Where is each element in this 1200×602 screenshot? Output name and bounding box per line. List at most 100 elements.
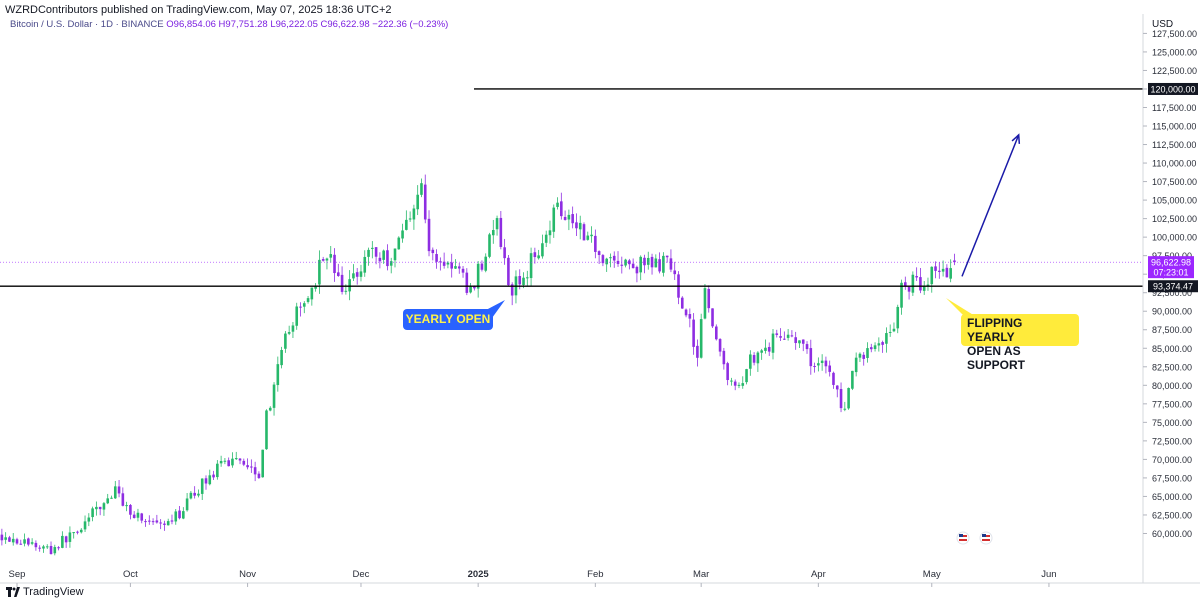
candle-body — [779, 336, 782, 338]
candle-body — [148, 520, 151, 522]
price-tick-label: 70,000.00 — [1152, 455, 1192, 465]
price-tick-label: 62,500.00 — [1152, 510, 1192, 520]
candle-body — [45, 546, 49, 548]
candle-body — [276, 364, 280, 386]
candle-body — [242, 460, 246, 465]
time-tick-label: Mar — [693, 569, 709, 580]
candle-body — [299, 306, 302, 308]
candle-body — [858, 353, 862, 358]
candle-body — [491, 230, 495, 236]
candle-body — [518, 276, 522, 285]
candle-body — [922, 286, 926, 291]
candle-body — [136, 512, 140, 518]
last-price-tag-label: 96,622.98 — [1151, 258, 1191, 268]
candle-body — [510, 284, 514, 296]
candle-body — [783, 338, 786, 340]
candle-body — [446, 262, 450, 265]
symbol-legend: Bitcoin / U.S. Dollar · 1D · BINANCE O96… — [10, 19, 448, 30]
candle-body — [892, 328, 896, 332]
candle-body — [673, 270, 677, 275]
candle-body — [597, 251, 601, 256]
time-tick-label: May — [923, 569, 941, 580]
candle-body — [420, 183, 423, 195]
candle-body — [352, 273, 355, 279]
candle-body — [680, 297, 684, 309]
candle-body — [98, 506, 102, 510]
candle-body — [711, 308, 714, 327]
publisher-line: WZRDContributors published on TradingVie… — [5, 4, 392, 16]
last-price-tag-bg — [1148, 256, 1194, 279]
us-flag-event-icon-stripe — [982, 539, 990, 541]
candle-body — [113, 486, 117, 499]
candle-body — [200, 478, 204, 494]
candle-body — [382, 250, 385, 260]
time-tick-label: Oct — [123, 569, 138, 580]
candle-body — [718, 339, 722, 352]
candle-body — [91, 508, 94, 518]
candle-body — [767, 346, 771, 352]
candle-body — [306, 298, 310, 302]
candle-body — [571, 214, 574, 224]
footer-bar: TradingView — [0, 585, 1200, 602]
candle-body — [193, 492, 196, 496]
candle-body — [435, 254, 438, 262]
candle-body — [945, 267, 949, 278]
candle-body — [794, 337, 797, 344]
candle-body — [560, 201, 563, 217]
candle-body — [775, 333, 779, 335]
annotation-layer — [486, 133, 1021, 545]
candle-body — [15, 539, 19, 544]
candle-body — [541, 243, 544, 257]
candle-body — [457, 266, 461, 269]
candle-body — [484, 256, 488, 271]
candle-body — [646, 257, 650, 265]
candle-body — [628, 260, 631, 265]
symbol-name: Bitcoin / U.S. Dollar · 1D · BINANCE — [10, 19, 164, 30]
price-axis[interactable]: 60,000.00 62,500.00 65,000.00 67,500.00 70,0… — [1142, 14, 1197, 583]
price-tick-label: 105,000.00 — [1152, 196, 1197, 206]
candle-body — [643, 257, 646, 266]
candle-body — [423, 184, 427, 220]
candle-body — [363, 256, 367, 273]
candle-body — [824, 360, 828, 367]
price-tick-label: 125,000.00 — [1152, 47, 1197, 57]
us-flag-event-icon-canton — [982, 534, 986, 537]
candle-body — [684, 309, 688, 316]
candle-body — [178, 510, 181, 519]
us-flag-event-icon — [979, 531, 993, 545]
candle-body — [386, 250, 389, 267]
candle-body — [401, 230, 404, 239]
candle-body — [64, 536, 68, 543]
time-axis[interactable]: Sep Oct Nov Dec 2025 Feb Mar Apr May Jun — [0, 569, 1200, 587]
price-tick-label: 60,000.00 — [1152, 529, 1192, 539]
price-tick-label: 110,000.00 — [1152, 159, 1196, 169]
candle-body — [828, 365, 831, 372]
candle-body — [102, 503, 106, 510]
candle-body — [934, 266, 937, 271]
candle-body — [715, 326, 718, 340]
candle-body — [669, 258, 673, 270]
candle-body — [185, 498, 189, 511]
candle-body — [42, 546, 45, 549]
candle-body — [189, 492, 193, 499]
candle-body — [23, 539, 26, 544]
candle-body — [635, 266, 639, 274]
candle-body — [881, 342, 884, 345]
candle-body — [61, 535, 64, 548]
candle-body — [348, 279, 351, 292]
currency-label[interactable]: USD — [1152, 19, 1174, 30]
candle-body — [476, 263, 480, 289]
time-tick-label: Sep — [9, 569, 26, 580]
candle-body — [340, 274, 344, 292]
candle-body — [121, 493, 125, 506]
yearly-open-tag-bg — [1148, 280, 1198, 293]
candle-body — [688, 314, 692, 319]
candle-body — [563, 216, 567, 220]
tradingview-brand[interactable]: TradingView — [23, 586, 84, 598]
price-tick-label: 107,500.00 — [1152, 177, 1197, 187]
candle-body — [302, 303, 306, 307]
price-tick-label: 75,000.00 — [1152, 418, 1192, 428]
candle-body — [544, 234, 548, 243]
